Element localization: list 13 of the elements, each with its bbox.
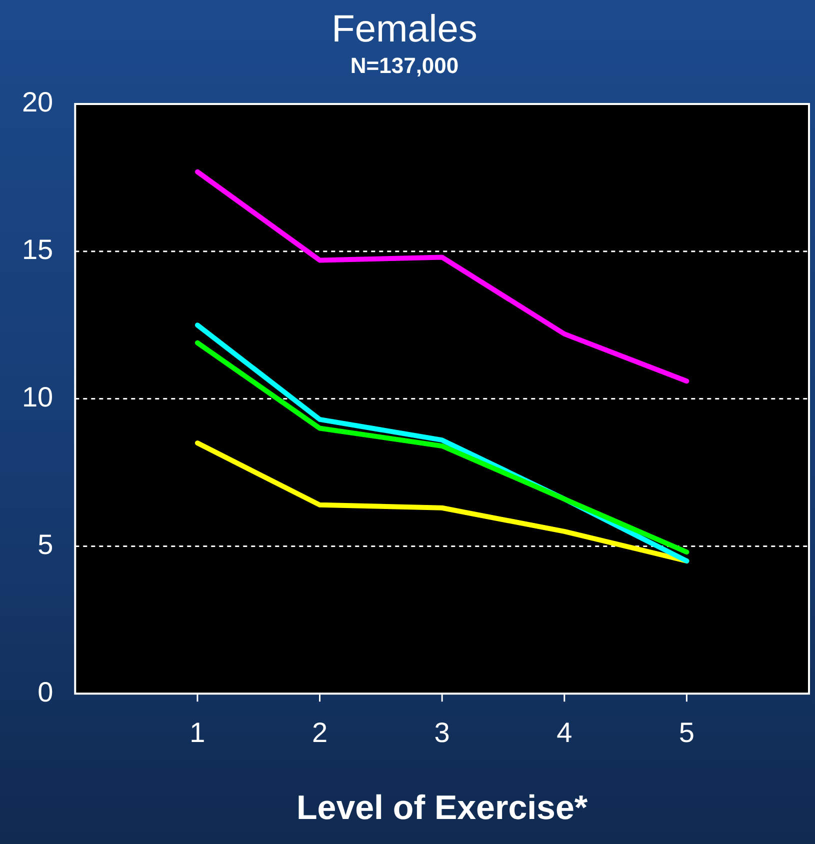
y-tick-label: 15	[22, 234, 54, 266]
y-tick-label: 5	[38, 528, 54, 560]
x-tick-label: 3	[434, 717, 450, 748]
chart-title: Females	[332, 8, 478, 50]
y-tick-label: 20	[22, 86, 54, 118]
y-tick-label: 10	[22, 382, 54, 413]
x-tick-label: 4	[556, 717, 572, 748]
x-tick-label: 5	[678, 717, 694, 748]
x-tick-label: 1	[190, 717, 206, 748]
y-tick-label: 0	[38, 676, 54, 708]
chart-subtitle: N=137,000	[350, 52, 459, 78]
x-tick-label: 2	[312, 717, 328, 748]
x-axis-title: Level of Exercise*	[296, 788, 588, 827]
